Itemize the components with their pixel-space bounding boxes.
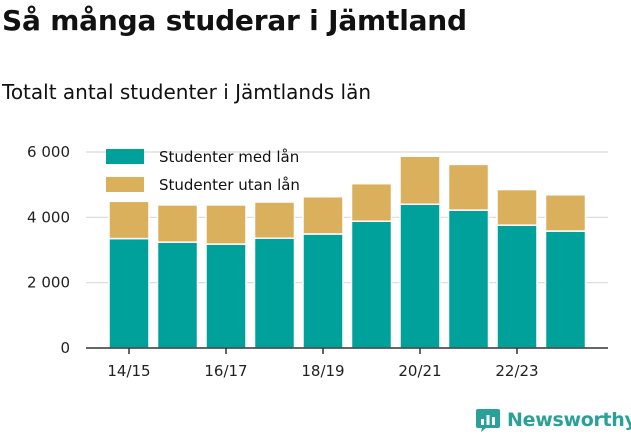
y-tick-label: 0 — [60, 339, 70, 357]
x-tick-label: 20/21 — [398, 362, 441, 380]
bar-studenter-utan-lan — [156, 204, 199, 243]
bar-studenter-med-lan — [205, 243, 247, 349]
brand-name: Newsworthy — [507, 409, 631, 431]
chart-title: Så många studerar i Jämtland — [2, 4, 467, 37]
bar-studenter-utan-lan — [302, 196, 344, 235]
legend-label: Studenter med lån — [159, 148, 299, 166]
bar-studenter-med-lan — [447, 209, 490, 349]
bar-studenter-med-lan — [253, 237, 296, 349]
bar-studenter-utan-lan — [447, 163, 490, 211]
bar-studenter-utan-lan — [399, 155, 441, 206]
y-tick-label: 6 000 — [27, 143, 70, 161]
x-tick-label: 18/19 — [301, 362, 344, 380]
y-tick-label: 4 000 — [27, 208, 70, 226]
bar-studenter-utan-lan — [108, 200, 150, 240]
bar-studenter-med-lan — [350, 220, 393, 349]
y-tick-label: 2 000 — [27, 274, 70, 292]
legend-swatch — [106, 177, 144, 192]
chart-subtitle: Totalt antal studenter i Jämtlands län — [2, 80, 372, 104]
x-tick-label: 16/17 — [204, 362, 247, 380]
bar-studenter-med-lan — [399, 203, 441, 349]
bar-studenter-med-lan — [544, 230, 587, 349]
bar-studenter-med-lan — [496, 224, 538, 349]
x-tick-label: 14/15 — [107, 362, 150, 380]
bar-studenter-utan-lan — [205, 204, 247, 245]
legend-swatch — [106, 149, 144, 164]
brand-logo: Newsworthy — [475, 407, 631, 433]
x-tick-label: 22/23 — [495, 362, 538, 380]
legend-label: Studenter utan lån — [159, 176, 300, 194]
bar-studenter-utan-lan — [544, 194, 587, 232]
bar-studenter-utan-lan — [350, 182, 393, 223]
bar-studenter-med-lan — [108, 237, 150, 349]
bar-studenter-utan-lan — [253, 201, 296, 239]
bar-studenter-utan-lan — [496, 188, 538, 226]
bar-studenter-med-lan — [302, 233, 344, 349]
bar-studenter-med-lan — [156, 241, 199, 349]
newsworthy-logo-icon — [476, 409, 500, 432]
